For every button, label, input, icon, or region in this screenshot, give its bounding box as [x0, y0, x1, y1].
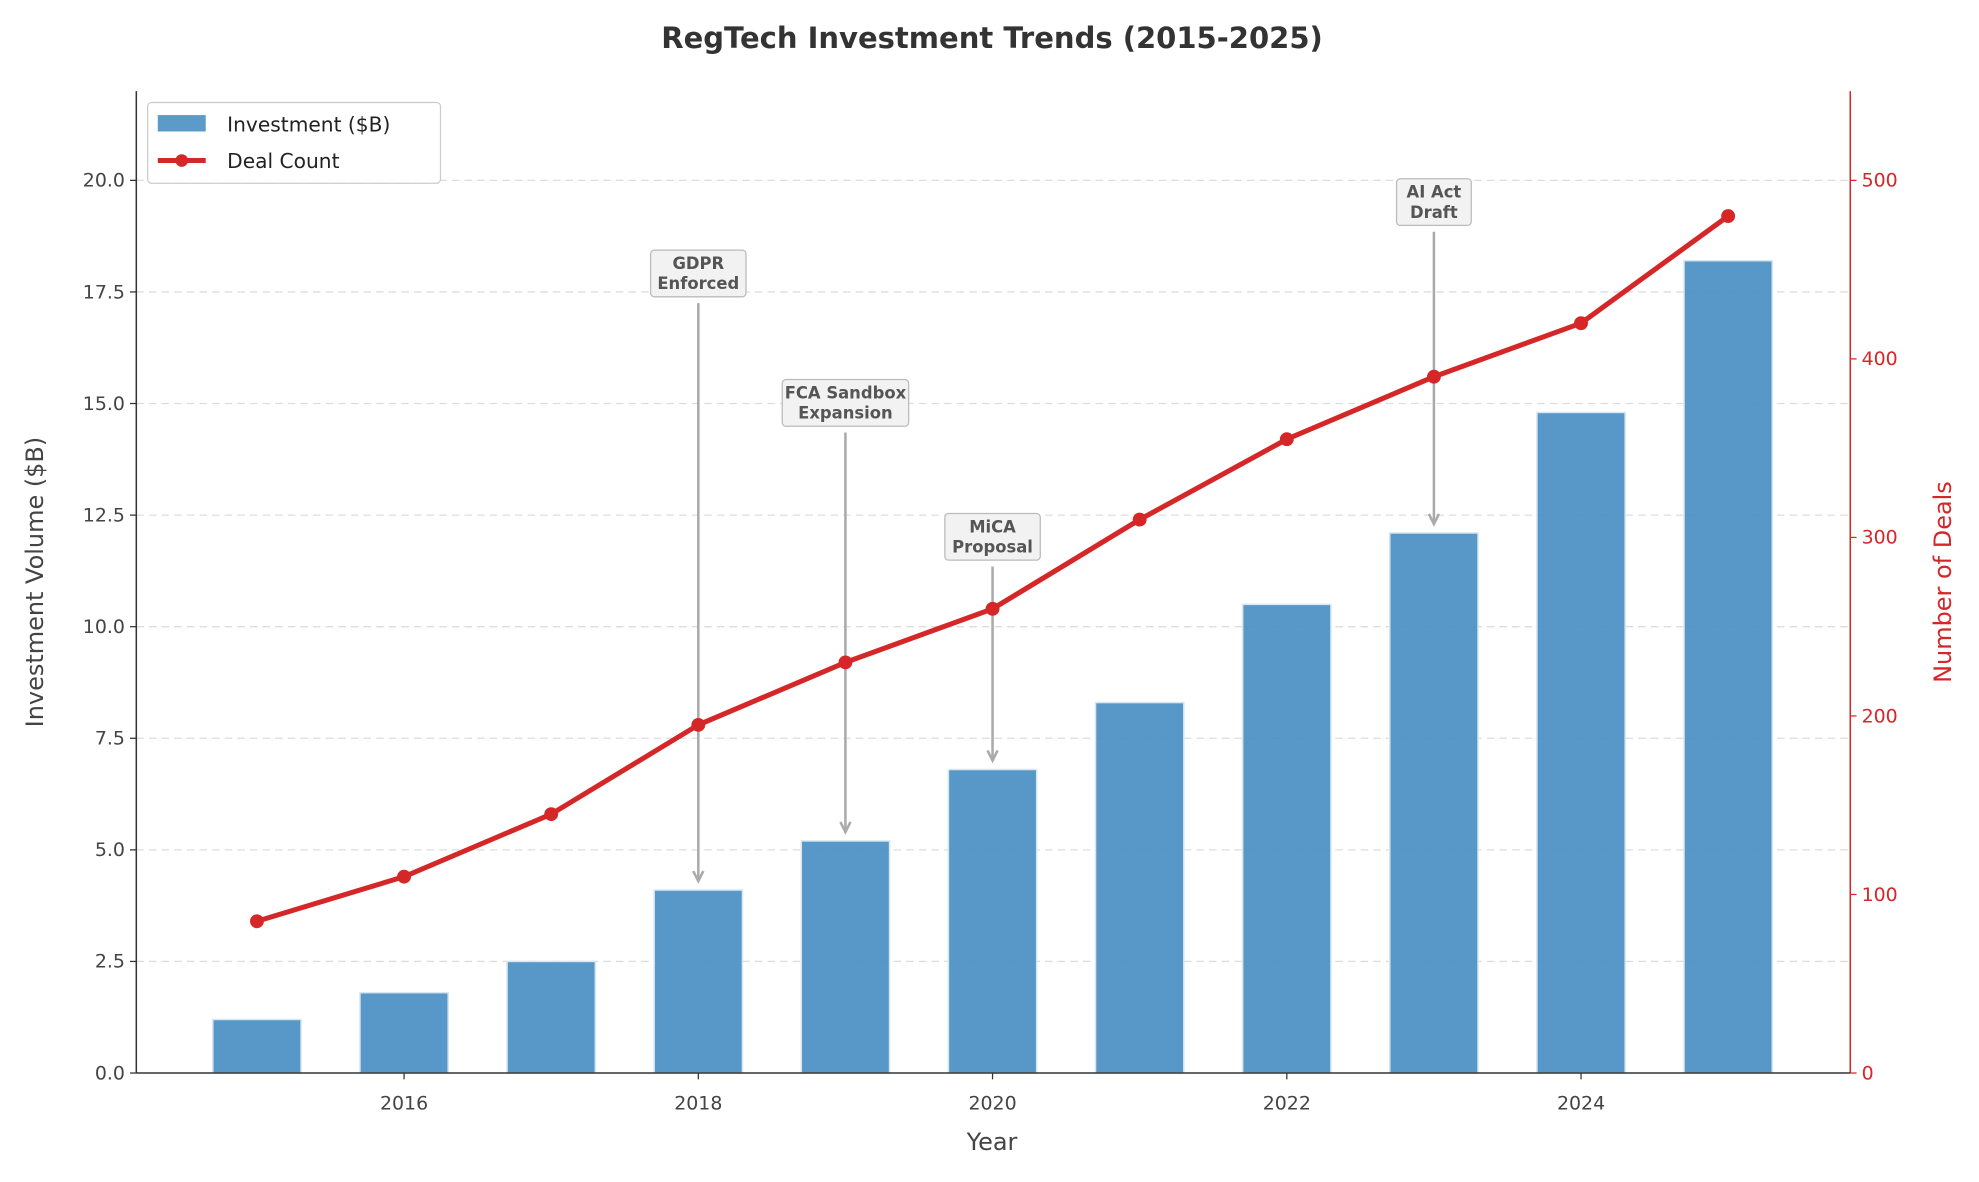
- y-left-tick-label: 10.0: [83, 616, 125, 638]
- y-left-tick-label: 5.0: [95, 839, 125, 861]
- deal-point-2017: [544, 807, 559, 822]
- y-left-tick-label: 2.5: [95, 951, 125, 973]
- y-right-tick-label: 400: [1862, 348, 1898, 370]
- legend: Investment ($B) Deal Count: [147, 101, 442, 184]
- x-tick-label: 2016: [380, 1093, 428, 1115]
- x-tick-label: 2024: [1557, 1093, 1605, 1115]
- x-tick-label: 2020: [968, 1093, 1016, 1115]
- y-left-tick-label: 15.0: [83, 393, 125, 415]
- deal-point-2015: [250, 914, 264, 929]
- bar-2017: [506, 960, 597, 1074]
- legend-swatch-investment: [157, 115, 206, 132]
- y-left-tick-label: 7.5: [95, 728, 125, 750]
- legend-marker-deal-count: [175, 154, 189, 167]
- deal-point-2018: [691, 717, 706, 732]
- bar-2024: [1536, 411, 1626, 1074]
- chart-title: RegTech Investment Trends (2015-2025): [661, 21, 1323, 55]
- bars: [212, 259, 1774, 1074]
- bar-2016: [359, 991, 449, 1074]
- bar-2022: [1241, 603, 1332, 1074]
- y-axis-label-left: Investment Volume ($B): [21, 437, 49, 728]
- deal-point-2016: [397, 869, 412, 884]
- y-axis-label-right: Number of Deals: [1929, 481, 1957, 683]
- arrow-head-icon: [986, 749, 999, 764]
- y-left-tick-label: 0.0: [95, 1062, 125, 1084]
- y-left-tick-label: 20.0: [83, 170, 125, 192]
- bar-2019: [800, 840, 891, 1074]
- deal-point-2025: [1721, 209, 1736, 224]
- annotation-text: Proposal: [952, 538, 1033, 557]
- y-right-tick-label: 300: [1862, 527, 1898, 549]
- y-left-tick-label: 12.5: [83, 504, 125, 526]
- legend-label-deal-count: Deal Count: [227, 149, 339, 173]
- annotation-box: [781, 378, 910, 427]
- arrow-head-icon: [1427, 513, 1441, 527]
- y-right-tick-label: 0: [1862, 1062, 1874, 1084]
- arrow-head-icon: [692, 870, 705, 884]
- axes: 0.0 2.5 5.0 7.5 10.0 12.5 15.0 17.5 20.0 0 100 200 3…: [83, 91, 1898, 1115]
- deal-point-2024: [1574, 316, 1588, 331]
- annotation-box: [1395, 178, 1472, 227]
- bar-2015: [212, 1018, 302, 1074]
- bar-2021: [1094, 701, 1185, 1074]
- annotation-text: AI Act: [1407, 183, 1462, 202]
- annotation-box: [944, 512, 1041, 561]
- arrow-head-icon: [839, 821, 852, 835]
- annotation-box: [649, 249, 747, 298]
- annotation-text: Expansion: [798, 404, 893, 423]
- x-tick-label: 2022: [1263, 1093, 1311, 1115]
- annotation-text: Draft: [1410, 203, 1458, 222]
- bar-2025: [1683, 259, 1774, 1074]
- bar-2020: [947, 768, 1038, 1074]
- bar-2023: [1389, 532, 1479, 1074]
- deal-point-2022: [1279, 432, 1294, 447]
- x-tick-label: 2018: [674, 1093, 722, 1115]
- y-right-tick-label: 500: [1862, 170, 1898, 192]
- deal-point-2019: [838, 655, 853, 670]
- y-left-tick-label: 17.5: [83, 281, 125, 303]
- y-right-tick-label: 100: [1862, 884, 1898, 906]
- deal-point-2021: [1132, 512, 1147, 527]
- deal-count-line: [250, 209, 1736, 929]
- annotation-text: Enforced: [657, 274, 739, 293]
- y-right-tick-label: 200: [1862, 705, 1898, 727]
- deal-point-2020: [985, 601, 1000, 616]
- legend-label-investment: Investment ($B): [227, 112, 390, 136]
- annotation-text: MiCA: [969, 517, 1016, 536]
- x-axis-label: Year: [966, 1128, 1018, 1156]
- bar-2018: [653, 889, 744, 1074]
- deal-point-2023: [1426, 369, 1441, 384]
- annotation-text: FCA Sandbox: [785, 383, 907, 402]
- annotation-text: GDPR: [672, 254, 724, 273]
